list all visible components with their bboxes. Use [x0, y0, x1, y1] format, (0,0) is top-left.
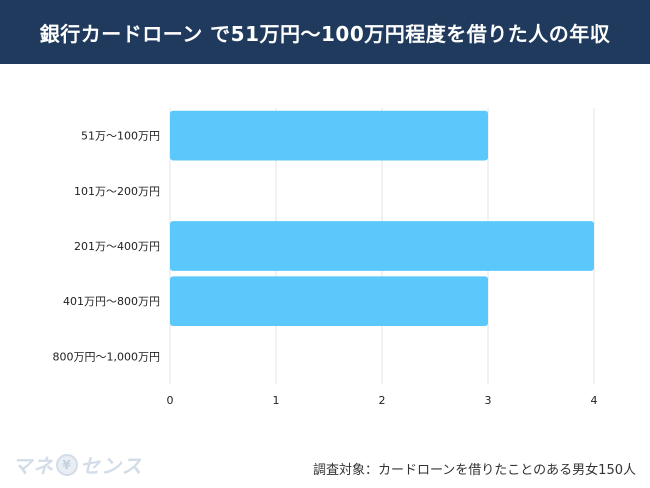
survey-note: 調査対象：カードローンを借りたことのある男女150人 — [312, 463, 636, 478]
logo-text-right: センス — [80, 454, 143, 478]
y-tick-label: 401万円〜800万円 — [63, 295, 160, 308]
y-tick-label: 800万円〜1,000万円 — [53, 350, 161, 363]
x-tick-label: 3 — [485, 394, 492, 407]
x-tick-label: 4 — [591, 394, 598, 407]
y-tick-label: 51万〜100万円 — [81, 130, 160, 143]
header-banner: 銀行カードローン で51万円〜100万円程度を借りた人の年収 — [0, 0, 650, 64]
bar — [170, 221, 594, 271]
chart-canvas: 0 1 2 3 4 51万〜100万円 101万〜200万円 201万〜400万円 401万円〜… — [53, 108, 598, 407]
y-tick-label: 201万〜400万円 — [74, 240, 160, 253]
logo-text-left: マネ — [12, 454, 54, 478]
x-tick-label: 0 — [167, 394, 174, 407]
brand-logo: マネ ¥ センス — [12, 450, 143, 479]
bar — [170, 276, 488, 327]
chart-title: 銀行カードローン で51万円〜100万円程度を借りた人の年収 — [39, 21, 611, 46]
x-tick-label: 1 — [273, 394, 280, 407]
coin-icon: ¥ — [56, 453, 78, 476]
x-tick-label: 2 — [379, 394, 386, 407]
bar-chart: 0 1 2 3 4 51万〜100万円 101万〜200万円 201万〜400万円 401万円〜… — [0, 64, 650, 424]
bar — [170, 110, 488, 161]
y-tick-label: 101万〜200万円 — [74, 185, 160, 198]
